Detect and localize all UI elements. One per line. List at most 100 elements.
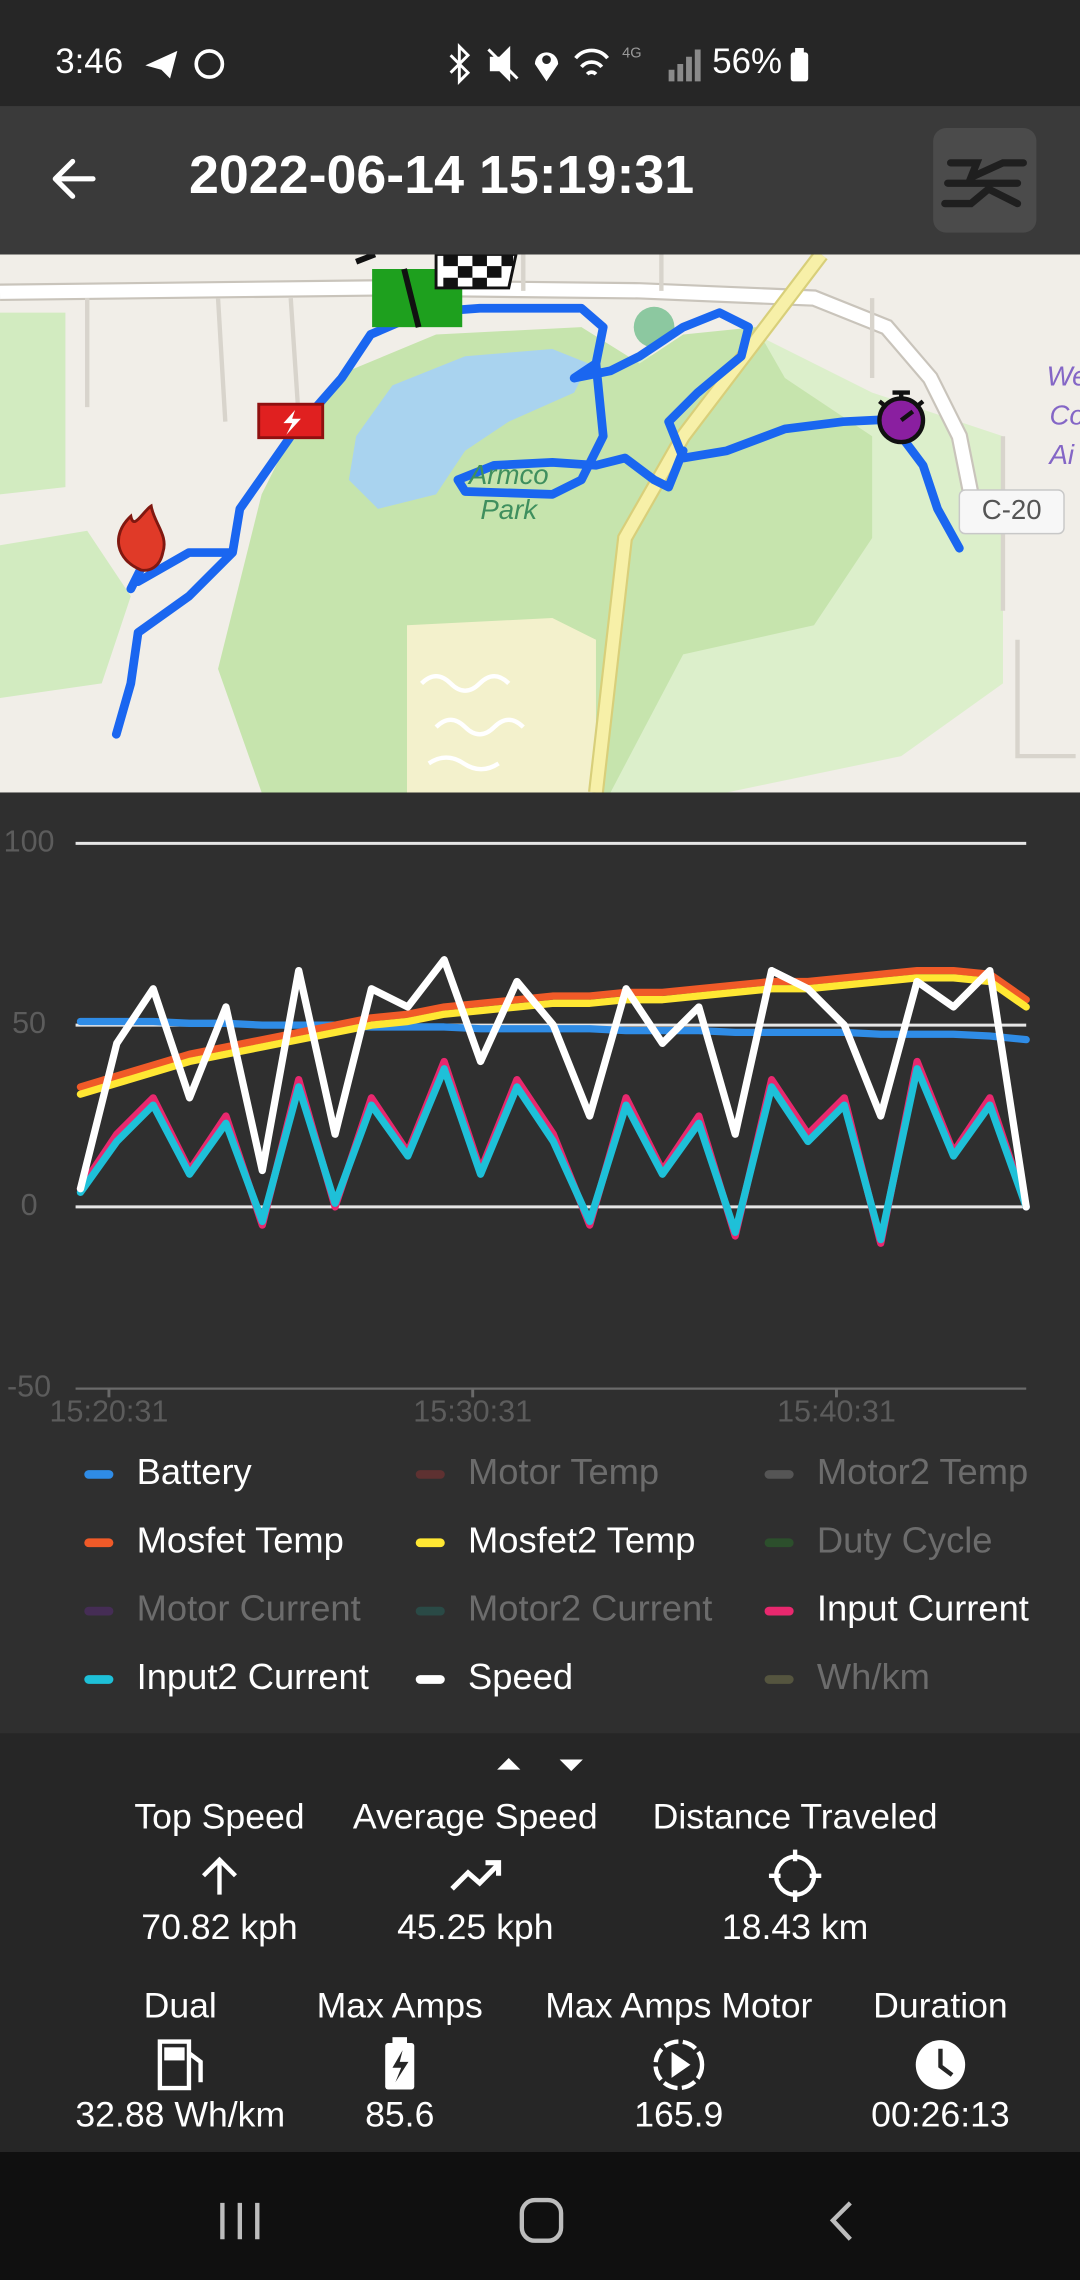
legend-label: Duty Cycle (817, 1519, 993, 1560)
stat-value: 18.43 km (722, 1907, 868, 1947)
y-tick-label: 0 (21, 1188, 38, 1222)
legend: Battery Motor Temp Motor2 Temp Mosfet Temp M… (84, 1451, 1029, 1697)
legend-label: Motor2 Current (468, 1588, 712, 1629)
battery-icon (790, 52, 809, 82)
legend-label: Wh/km (817, 1656, 930, 1697)
page-title: 2022-06-14 15:19:31 (189, 145, 694, 205)
chart: -50 0 50 100 15:20:31 15:30:31 15:40:31 (4, 824, 1030, 1428)
stat-label: Average Speed (353, 1796, 598, 1836)
start-marker-detail (355, 254, 422, 328)
map-label: Co (1049, 400, 1080, 431)
legend-label: Speed (468, 1656, 573, 1697)
stat-value: 85.6 (365, 2095, 434, 2135)
speed-marker-detail (878, 390, 925, 422)
legend-item[interactable]: Mosfet2 Temp (415, 1519, 696, 1560)
signal-icon (668, 49, 701, 82)
back-button[interactable] (52, 158, 96, 199)
efficiency-icon-window (164, 2047, 185, 2061)
collapse-button[interactable] (559, 1759, 583, 1772)
legend-item[interactable]: Input Current (764, 1588, 1029, 1629)
map-streets (419, 673, 525, 772)
legend-label: Battery (137, 1451, 253, 1492)
map-label: Armco (467, 459, 549, 490)
route (111, 303, 964, 739)
legend-item[interactable]: Motor Temp (415, 1451, 659, 1492)
finish-flag-checks (443, 254, 514, 288)
battery-level: 56% (712, 42, 782, 81)
x-tick-label: 15:20:31 (50, 1394, 169, 1428)
duration-icon-hands (938, 2048, 954, 2077)
app-bar (0, 106, 1080, 255)
home-button[interactable] (519, 2197, 564, 2243)
stat-value: 165.9 (634, 2095, 723, 2135)
charge-marker-bolt (283, 410, 301, 435)
map-green (0, 312, 131, 698)
map-lake (348, 348, 589, 509)
recents-button[interactable] (220, 2202, 260, 2240)
stat-label: Max Amps Motor (545, 1985, 812, 2025)
efficiency-icon (157, 2039, 203, 2091)
max-amps-motor-icon (653, 2039, 705, 2091)
top-speed-icon (201, 1856, 238, 1895)
stat-value: 32.88 Wh/km (75, 2095, 285, 2135)
legend-item[interactable]: Wh/km (764, 1656, 930, 1697)
series-line (76, 966, 1030, 1091)
legend-item[interactable]: Mosfet Temp (84, 1519, 344, 1560)
network-type: 4G (622, 46, 641, 62)
telegram-icon (145, 50, 178, 79)
nav-bar (0, 2152, 1080, 2280)
fan-icon (194, 49, 225, 79)
location-icon-dot (542, 55, 551, 64)
stat-label: Duration (873, 1985, 1008, 2025)
series-line (76, 1065, 1030, 1244)
expand-button[interactable] (497, 1757, 521, 1770)
map-highway (590, 254, 826, 793)
clock: 3:46 (55, 42, 123, 81)
map: Armco Park C-20 We Co Ai (0, 254, 1080, 793)
legend-label: Motor Current (137, 1588, 361, 1629)
y-tick-label: -50 (7, 1370, 51, 1404)
app-logo-mark (941, 159, 1027, 208)
average-speed-icon (450, 1860, 502, 1891)
legend-label: Mosfet2 Temp (468, 1519, 695, 1560)
location-icon (534, 52, 559, 82)
map-label: We (1047, 360, 1080, 391)
legend-item[interactable]: Motor Current (84, 1588, 361, 1629)
series-line (76, 956, 1030, 1211)
road-label: C-20 (982, 494, 1042, 525)
legend-item[interactable]: Motor2 Temp (764, 1451, 1028, 1492)
stat-label: Max Amps (317, 1985, 483, 2025)
y-tick-label: 50 (12, 1006, 46, 1040)
wifi-icon (574, 48, 610, 76)
legend-label: Input2 Current (137, 1656, 369, 1697)
status-bar (0, 0, 1080, 107)
legend-item[interactable]: Battery (84, 1451, 253, 1492)
stat-label: Distance Traveled (653, 1796, 938, 1836)
battery-icon-tip (795, 47, 804, 54)
nav-back-button[interactable] (829, 2201, 852, 2241)
mute-icon (487, 45, 519, 83)
distance-icon-ticks (768, 1849, 822, 1902)
stat-label: Top Speed (134, 1796, 304, 1836)
legend-item[interactable]: Duty Cycle (764, 1519, 993, 1560)
chart-panel (0, 792, 1080, 1734)
legend-label: Input Current (817, 1588, 1029, 1629)
legend-item[interactable]: Input2 Current (84, 1656, 369, 1697)
map-residential (406, 617, 596, 793)
max-amps-icon-bolt (392, 2050, 409, 2083)
legend-label: Motor2 Temp (817, 1451, 1028, 1492)
stat-value: 70.82 kph (141, 1907, 297, 1947)
map-label: Ai (1047, 439, 1074, 470)
stat-label: Dual (144, 1985, 217, 2025)
stat-value: 45.25 kph (397, 1907, 553, 1947)
max-amps-motor-icon-play (671, 2051, 691, 2078)
x-tick-label: 15:30:31 (413, 1394, 532, 1428)
legend-item[interactable]: Motor2 Current (415, 1588, 712, 1629)
temp-marker[interactable] (117, 503, 166, 572)
legend-label: Mosfet Temp (137, 1519, 344, 1560)
y-tick-label: 100 (4, 824, 55, 858)
legend-item[interactable]: Speed (415, 1656, 573, 1697)
stats-panel (0, 1733, 1080, 2153)
map-label: Park (480, 494, 538, 525)
